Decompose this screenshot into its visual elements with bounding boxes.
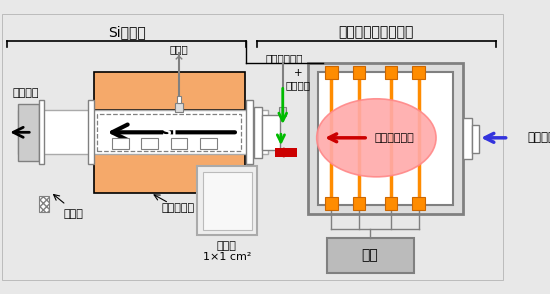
Text: 四塩化ケイ素: 四塩化ケイ素 xyxy=(266,53,304,63)
Text: 熱電対: 熱電対 xyxy=(169,44,189,54)
Bar xyxy=(384,66,398,79)
Text: 石英板
1×1 cm²: 石英板 1×1 cm² xyxy=(202,241,251,263)
Ellipse shape xyxy=(317,99,436,177)
Bar xyxy=(40,196,48,212)
Bar xyxy=(18,104,38,161)
Text: 管状電気炉: 管状電気炉 xyxy=(162,203,195,213)
Bar xyxy=(317,72,454,205)
Bar xyxy=(384,198,398,210)
Bar xyxy=(412,198,425,210)
Bar xyxy=(412,66,425,79)
Bar xyxy=(94,72,245,110)
Bar xyxy=(309,63,463,214)
Bar xyxy=(200,138,217,149)
Text: ポンプへ: ポンプへ xyxy=(13,88,39,98)
Bar xyxy=(141,138,158,149)
Text: +
アルゴン: + アルゴン xyxy=(286,68,311,90)
Bar xyxy=(197,166,257,235)
Bar xyxy=(276,148,298,157)
Bar xyxy=(170,138,187,149)
Text: 水素ラジカル発生器: 水素ラジカル発生器 xyxy=(339,25,414,39)
Bar xyxy=(463,118,472,159)
Text: 石英管: 石英管 xyxy=(63,209,84,219)
Text: Si: Si xyxy=(162,125,176,139)
Bar xyxy=(472,125,479,153)
Bar xyxy=(325,198,338,210)
Text: 水素ガス: 水素ガス xyxy=(527,131,550,144)
Text: Si生成炉: Si生成炉 xyxy=(108,25,146,39)
Bar xyxy=(39,100,44,164)
Bar xyxy=(18,110,268,154)
Bar xyxy=(325,66,338,79)
Text: 電源: 電源 xyxy=(361,248,378,262)
Bar xyxy=(254,107,262,158)
Bar xyxy=(246,100,254,164)
Bar xyxy=(262,115,280,150)
Bar xyxy=(203,172,251,230)
Text: 水素ラジカル: 水素ラジカル xyxy=(375,133,415,143)
Bar xyxy=(353,198,365,210)
Bar xyxy=(88,100,94,164)
Bar xyxy=(112,138,129,149)
Bar xyxy=(177,96,181,103)
Bar xyxy=(94,154,245,193)
Bar xyxy=(97,114,241,151)
Bar xyxy=(279,107,287,116)
Bar xyxy=(327,238,414,273)
Bar xyxy=(175,103,183,112)
Bar xyxy=(353,66,365,79)
